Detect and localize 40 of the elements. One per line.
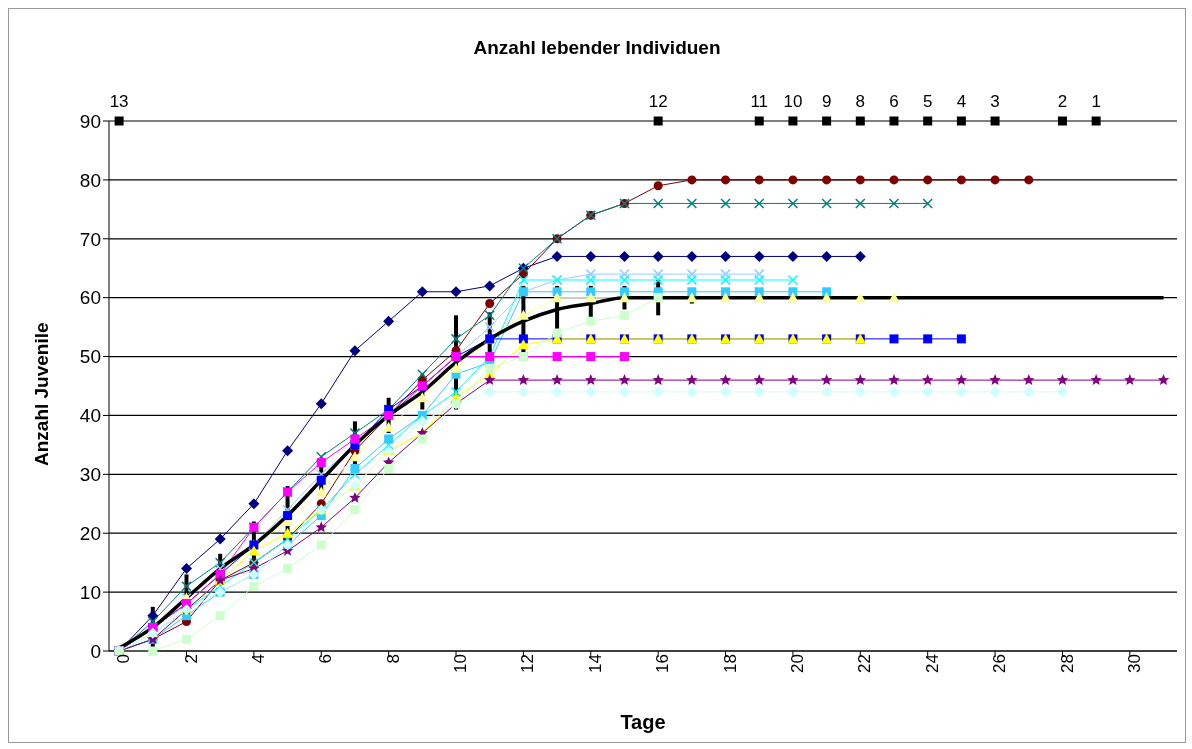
y-tick-label: 10 [79,581,101,603]
x-tick-label: 10 [451,654,471,673]
annotation: 11 [750,92,769,111]
x-tick-label: 2 [181,654,201,664]
x-tick-label: 24 [922,654,942,673]
x-tick-label: 6 [316,654,336,664]
y-tick-label: 80 [79,169,101,191]
annotation: 9 [821,92,832,111]
annotation: 2 [1057,92,1068,111]
x-tick-label: 20 [787,654,807,673]
x-tick-label: 14 [585,654,605,673]
x-tick-label: 28 [1057,654,1077,673]
annotation: 1 [1091,92,1101,111]
y-axis-title: Anzahl Juvenile [30,322,52,466]
x-tick-label: 22 [855,654,875,673]
x-tick-label: 30 [1124,654,1144,673]
annotation: 10 [783,92,803,111]
y-tick-label: 90 [79,110,101,132]
y-tick-label: 30 [79,464,101,486]
x-tick-label: 8 [383,654,403,664]
annotation: 4 [956,92,967,111]
y-tick-label: 70 [79,228,101,250]
x-tick-label: 26 [990,654,1010,673]
annotation: 12 [648,92,668,111]
annotation: 13 [109,92,129,111]
annotation: 6 [889,92,899,111]
y-tick-label: 40 [79,405,101,427]
x-tick-label: 18 [720,654,740,673]
x-tick-label: 16 [653,654,673,673]
annotation: 5 [922,92,933,111]
y-tick-label: 50 [79,346,101,368]
annotation: 8 [855,92,866,111]
y-tick-label: 20 [79,522,101,544]
x-tick-label: 0 [114,654,134,664]
chart-title: Anzahl lebender Individuen [472,37,722,59]
x-axis-title: Tage [620,711,666,733]
y-tick-label: 60 [79,287,101,309]
annotation: 3 [990,92,1000,111]
x-tick-label: 4 [248,654,268,664]
x-tick-label: 12 [518,654,538,673]
